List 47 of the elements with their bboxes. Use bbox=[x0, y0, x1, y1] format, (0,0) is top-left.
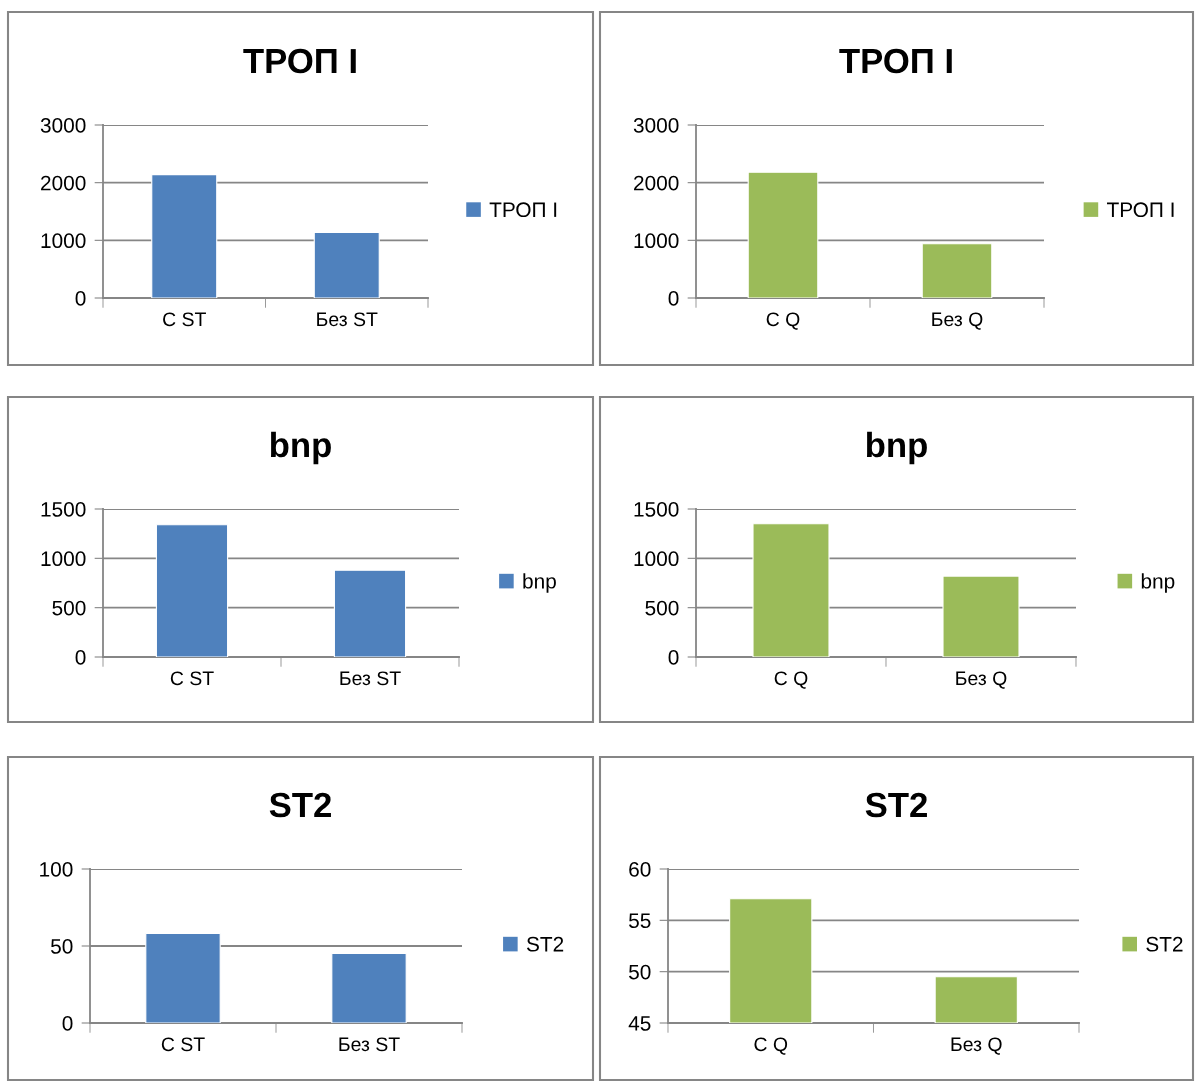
y-tick-label: 0 bbox=[668, 650, 679, 665]
y-tick-label: 60 bbox=[629, 862, 651, 877]
chart-title: ТРОП I bbox=[839, 48, 952, 74]
y-tick-label: 0 bbox=[75, 291, 86, 306]
legend-label: ТРОП I bbox=[1107, 202, 1174, 218]
chart-title: ST2 bbox=[269, 792, 331, 818]
y-tick-label: 1000 bbox=[634, 551, 679, 567]
y-tick-label: 55 bbox=[629, 913, 651, 929]
x-tick-label: Без ST bbox=[317, 312, 378, 327]
y-tick-label: 1000 bbox=[41, 551, 86, 567]
chart-title: ТРОП I bbox=[243, 48, 356, 74]
chart-title: bnp bbox=[270, 431, 331, 465]
y-tick-label: 0 bbox=[75, 650, 86, 665]
y-tick-label: 0 bbox=[668, 291, 679, 306]
y-tick-label: 1000 bbox=[634, 233, 679, 249]
y-tick-label: 0 bbox=[62, 1016, 73, 1031]
x-tick-label: Без Q bbox=[951, 1037, 1002, 1055]
legend-label: ST2 bbox=[1146, 936, 1183, 952]
x-tick-label: С Q bbox=[766, 312, 800, 330]
y-tick-label: 3000 bbox=[633, 118, 679, 133]
y-tick-label: 1500 bbox=[634, 502, 679, 517]
x-tick-label: С ST bbox=[161, 1037, 205, 1052]
x-tick-label: Без ST bbox=[339, 1037, 400, 1052]
legend-label: ST2 bbox=[526, 936, 564, 952]
legend-label: bnp bbox=[1141, 573, 1175, 593]
y-tick-label: 2000 bbox=[41, 175, 86, 191]
y-tick-label: 1000 bbox=[41, 233, 86, 249]
y-tick-label: 1500 bbox=[41, 502, 86, 517]
y-tick-label: 2000 bbox=[634, 175, 679, 191]
legend-label: ТРОП I bbox=[489, 202, 557, 218]
chart-title: bnp bbox=[866, 431, 927, 465]
chart-title: ST2 bbox=[865, 792, 927, 818]
x-tick-label: С Q bbox=[774, 671, 808, 689]
y-tick-label: 50 bbox=[629, 964, 651, 980]
y-tick-label: 500 bbox=[645, 600, 679, 616]
x-tick-label: Без Q bbox=[932, 312, 983, 330]
y-tick-label: 50 bbox=[51, 939, 73, 954]
x-tick-label: Без Q bbox=[956, 671, 1007, 689]
y-tick-label: 3000 bbox=[40, 118, 86, 133]
x-tick-label: С ST bbox=[163, 312, 206, 327]
x-tick-label: Без ST bbox=[340, 671, 401, 686]
y-tick-label: 45 bbox=[628, 1016, 651, 1031]
y-tick-label: 100 bbox=[40, 862, 73, 877]
legend-label: bnp bbox=[523, 573, 556, 593]
x-tick-label: С Q bbox=[754, 1037, 788, 1055]
y-tick-label: 500 bbox=[52, 600, 86, 616]
x-tick-label: С ST bbox=[170, 671, 214, 686]
